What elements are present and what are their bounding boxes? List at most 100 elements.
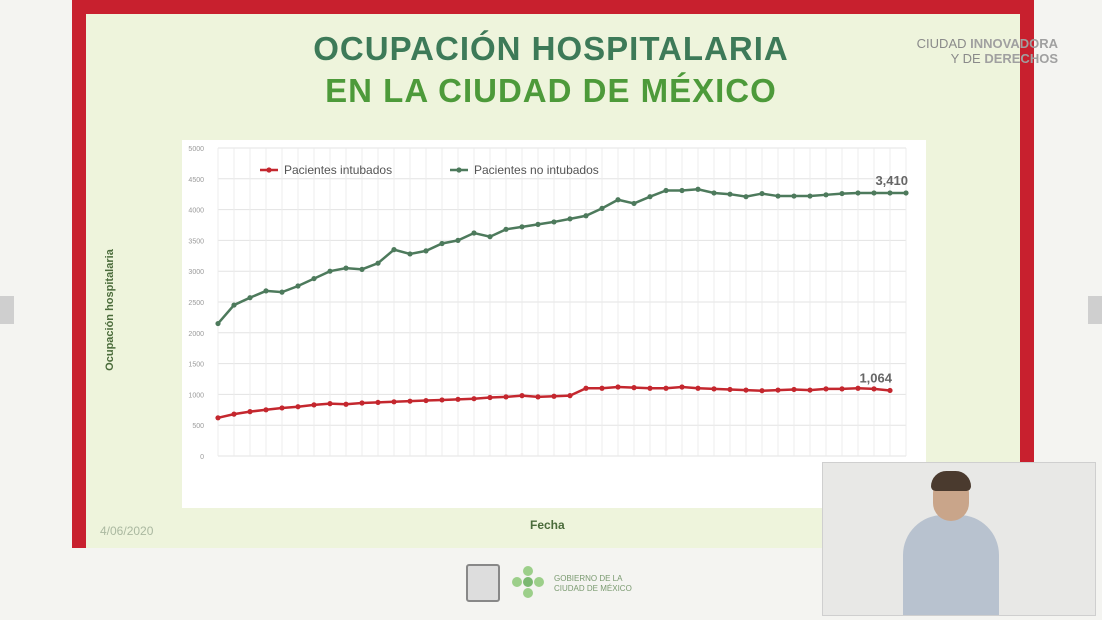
data-point <box>263 407 269 413</box>
slide-date: 4/06/2020 <box>100 524 154 538</box>
data-point <box>807 193 813 199</box>
data-point <box>519 224 525 230</box>
legend-entry: Pacientes no intubados <box>474 163 599 177</box>
legend-swatch-marker <box>456 167 462 173</box>
data-point <box>327 401 333 407</box>
interpreter-hair <box>931 471 971 491</box>
y-tick-label: 3500 <box>188 238 204 245</box>
interpreter-body <box>903 515 999 615</box>
data-point <box>775 193 781 199</box>
data-point <box>887 387 893 394</box>
brand-line1-b: INNOVADORA <box>970 36 1058 51</box>
data-point <box>695 385 701 391</box>
right-nav-tab[interactable] <box>1088 296 1102 324</box>
data-point <box>551 393 557 399</box>
data-point <box>519 393 525 399</box>
data-point <box>439 397 445 403</box>
data-point <box>647 385 653 391</box>
data-point <box>215 415 221 421</box>
data-point <box>343 265 349 271</box>
y-tick-label: 500 <box>192 423 204 430</box>
data-point <box>727 386 733 393</box>
data-point <box>631 200 637 207</box>
data-point <box>407 251 413 257</box>
data-point <box>903 190 909 196</box>
line-chart: 0 500 1000 1500 2000 2500 3000 3500 4000 4500 5000… <box>188 146 909 461</box>
data-point <box>839 386 845 392</box>
cdmx-flower-icon <box>512 566 544 598</box>
data-point <box>263 288 269 294</box>
data-point <box>695 186 701 192</box>
data-point <box>743 387 749 393</box>
data-point <box>311 402 317 408</box>
y-tick-label: 5000 <box>188 146 204 153</box>
data-point <box>583 213 589 219</box>
data-point <box>871 386 877 392</box>
data-point <box>503 394 509 400</box>
y-tick-label: 4500 <box>188 177 204 184</box>
series-end-label: 1,064 <box>859 370 892 385</box>
data-point <box>327 268 333 274</box>
data-point <box>503 226 509 232</box>
data-point <box>791 193 797 199</box>
y-tick-label: 2500 <box>188 300 204 307</box>
data-point <box>855 190 861 196</box>
chart-area: 0 500 1000 1500 2000 2500 3000 3500 4000 4500 5000… <box>182 140 926 508</box>
data-point <box>311 275 317 282</box>
brand-line2-b: DERECHOS <box>984 51 1058 66</box>
y-axis-label: Ocupación hospitalaria <box>104 249 116 371</box>
data-point <box>295 404 301 410</box>
data-point <box>231 411 237 417</box>
data-point <box>759 388 765 394</box>
data-point <box>343 401 349 407</box>
data-point <box>887 190 893 196</box>
data-point <box>487 394 493 401</box>
data-point <box>599 205 605 211</box>
data-point <box>711 190 717 196</box>
data-point <box>775 387 781 393</box>
data-point <box>215 320 221 327</box>
data-point <box>391 247 397 253</box>
data-point <box>423 248 429 254</box>
data-point <box>279 405 285 411</box>
y-tick-label: 4000 <box>188 208 204 215</box>
data-point <box>823 386 829 392</box>
data-point <box>423 397 429 404</box>
data-point <box>855 385 861 391</box>
data-point <box>359 266 365 272</box>
y-tick-label: 1000 <box>188 392 204 399</box>
data-point <box>471 396 477 402</box>
y-tick-label: 0 <box>200 454 204 461</box>
data-point <box>583 385 589 391</box>
data-point <box>567 393 573 399</box>
brand-tagline: CIUDAD INNOVADORA Y DE DERECHOS <box>917 36 1058 66</box>
data-point <box>679 187 685 194</box>
data-point <box>439 240 445 247</box>
sign-language-interpreter-video <box>822 462 1096 616</box>
data-point <box>567 216 573 222</box>
data-point <box>455 396 461 402</box>
page-title-line2: EN LA CIUDAD DE MÉXICO <box>325 72 777 109</box>
data-point <box>839 190 845 197</box>
data-point <box>679 384 685 390</box>
data-point <box>711 386 717 392</box>
data-point <box>231 302 237 308</box>
data-point <box>407 398 413 404</box>
data-point <box>743 194 749 200</box>
page-title-line1: OCUPACIÓN HOSPITALARIA <box>313 30 789 67</box>
data-point <box>599 385 605 391</box>
data-point <box>647 194 653 200</box>
data-point <box>535 221 541 227</box>
y-tick-label: 3000 <box>188 269 204 276</box>
data-point <box>663 187 669 194</box>
y-tick-label: 1500 <box>188 362 204 369</box>
data-point <box>359 400 365 406</box>
data-point <box>823 192 829 198</box>
data-point <box>727 191 733 197</box>
left-nav-tab[interactable] <box>0 296 14 324</box>
data-point <box>487 234 493 240</box>
city-seal-icon <box>466 564 500 602</box>
brand-line2-a: Y DE <box>950 51 985 66</box>
government-text: GOBIERNO DE LA CIUDAD DE MÉXICO <box>554 574 632 593</box>
data-point <box>663 385 669 391</box>
